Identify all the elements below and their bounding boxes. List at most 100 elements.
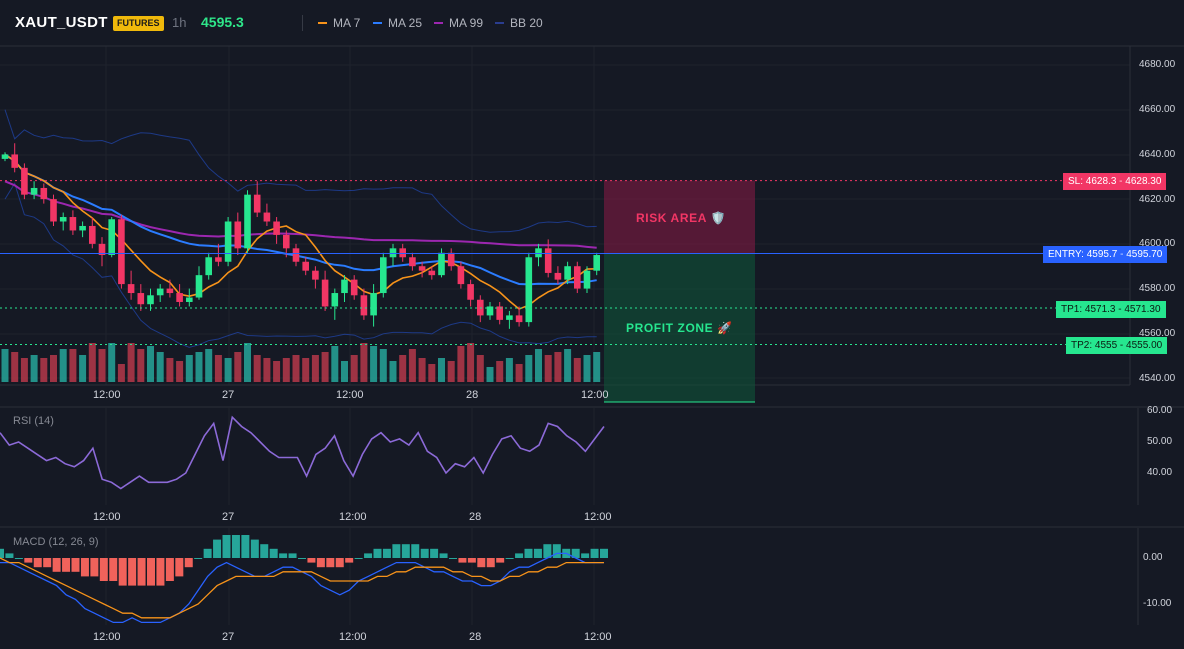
macd-histogram-bar: [118, 558, 127, 586]
candle-body: [292, 248, 300, 262]
candlesticks[interactable]: [1, 143, 600, 329]
volume-bar: [166, 358, 174, 382]
legend-ma99[interactable]: MA 99: [434, 16, 483, 30]
tp1-tag-label: TP1: 4571.3: [1061, 304, 1116, 315]
candle-body: [564, 266, 571, 280]
volume-bar: [583, 355, 591, 382]
timeframe-label[interactable]: 1h: [172, 15, 187, 30]
macd-histogram-bar: [335, 558, 344, 568]
rsi-time-label: 28: [469, 511, 482, 523]
volume-bar: [438, 358, 445, 382]
macd-axis-label: 0.00: [1143, 552, 1163, 563]
candle-body: [98, 243, 106, 256]
candle-body: [496, 306, 503, 320]
volume-bar: [234, 352, 242, 382]
candle-body: [525, 257, 533, 323]
entry-tag[interactable]: ENTRY: 4595.7 - 4595.70: [1043, 246, 1168, 263]
macd-histogram-bar: [156, 558, 165, 586]
price-axis-label: 4540.00: [1139, 373, 1176, 384]
volume-bar: [476, 355, 484, 382]
macd-histogram-bar: [99, 558, 108, 581]
macd-time-label: 12:00: [339, 631, 367, 643]
time-axis-label: 12:00: [93, 389, 121, 401]
macd-histogram-bar: [231, 535, 240, 558]
candle-body: [79, 225, 86, 231]
tp1-tag-value: 4571.30: [1124, 304, 1161, 315]
futures-badge: FUTURES: [113, 16, 164, 31]
volume-bar: [69, 349, 77, 382]
candle-body: [360, 295, 368, 316]
volume-bar: [98, 349, 106, 382]
macd-histogram-bar: [411, 544, 420, 558]
volume-bar: [302, 358, 310, 382]
candle-body: [21, 167, 28, 195]
bb20-swatch-icon: [495, 21, 504, 24]
candle-body: [399, 248, 406, 258]
legend-ma7-label: MA 7: [333, 16, 361, 30]
volume-bar: [399, 355, 407, 382]
macd-histogram-bar: [62, 558, 71, 572]
legend-bb20[interactable]: BB 20: [495, 16, 543, 30]
macd-histogram-bar: [364, 553, 373, 558]
price-axis-label: 4600.00: [1139, 238, 1176, 249]
rsi-time-label: 12:00: [339, 511, 367, 523]
macd-histogram-bar: [590, 548, 599, 558]
time-axis-label: 12:00: [581, 389, 609, 401]
rsi-axis-label: 50.00: [1147, 436, 1173, 447]
macd-histogram-bar: [14, 558, 23, 559]
candle-body: [583, 270, 591, 289]
volume-bar: [127, 343, 135, 382]
sl-tag[interactable]: SL: 4628.3 - 4628.30: [1063, 173, 1167, 190]
macd-histogram-bar: [90, 558, 99, 577]
time-axis-label: 28: [466, 389, 479, 401]
ma99-line: [4, 180, 597, 249]
candle-body: [544, 248, 552, 273]
candle-body: [127, 284, 135, 294]
macd-histogram-bar: [260, 544, 269, 558]
macd-histogram-bar: [505, 558, 514, 559]
macd-histogram-bar: [288, 553, 297, 558]
volume-bar: [185, 355, 193, 382]
macd-histogram-bar: [600, 548, 608, 558]
candle-body: [137, 293, 145, 305]
volume-bar: [117, 364, 125, 382]
rsi-axis-label: 40.00: [1147, 467, 1173, 478]
volume-bar: [176, 361, 184, 382]
candle-body: [312, 270, 319, 280]
candle-body: [205, 257, 212, 276]
macd-histogram-bar: [109, 558, 118, 581]
pane-separators: [0, 45, 1184, 625]
macd-histogram-bar: [203, 548, 212, 558]
volume-bar: [341, 361, 348, 382]
risk-area-label: RISK AREA 🛡️: [636, 211, 726, 225]
candle-body: [186, 297, 193, 302]
rsi-time-label: 12:00: [584, 511, 612, 523]
volume-bar: [379, 349, 387, 382]
volume-bar: [263, 358, 271, 382]
candle-body: [593, 255, 600, 271]
macd-time-label: 28: [469, 631, 482, 643]
candle-body: [535, 248, 542, 258]
price-axis-label: 4620.00: [1139, 194, 1176, 205]
volume-bar: [205, 349, 213, 382]
macd-histogram-bar: [269, 548, 278, 558]
volume-bar: [40, 358, 48, 382]
volume-bar: [30, 355, 38, 382]
candle-body: [438, 252, 445, 276]
candle-body: [467, 284, 474, 300]
legend-ma7[interactable]: MA 7: [318, 16, 360, 30]
price-axis-label: 4560.00: [1139, 328, 1176, 339]
candle-body: [302, 261, 309, 271]
symbol-name[interactable]: XAUT_USDT: [15, 14, 108, 31]
candle-body: [418, 266, 426, 271]
macd-histogram-bar: [24, 558, 33, 563]
tp2-tag[interactable]: TP2: 4555 - 4555.00: [1066, 337, 1168, 354]
ma99-swatch-icon: [434, 21, 443, 24]
legend-ma25[interactable]: MA 25: [373, 16, 422, 30]
tp1-tag[interactable]: TP1: 4571.3 - 4571.30: [1056, 301, 1166, 318]
candle-body: [515, 315, 523, 323]
macd-histogram-bar: [128, 558, 137, 586]
candle-body: [389, 248, 397, 258]
header-divider: [302, 15, 303, 31]
